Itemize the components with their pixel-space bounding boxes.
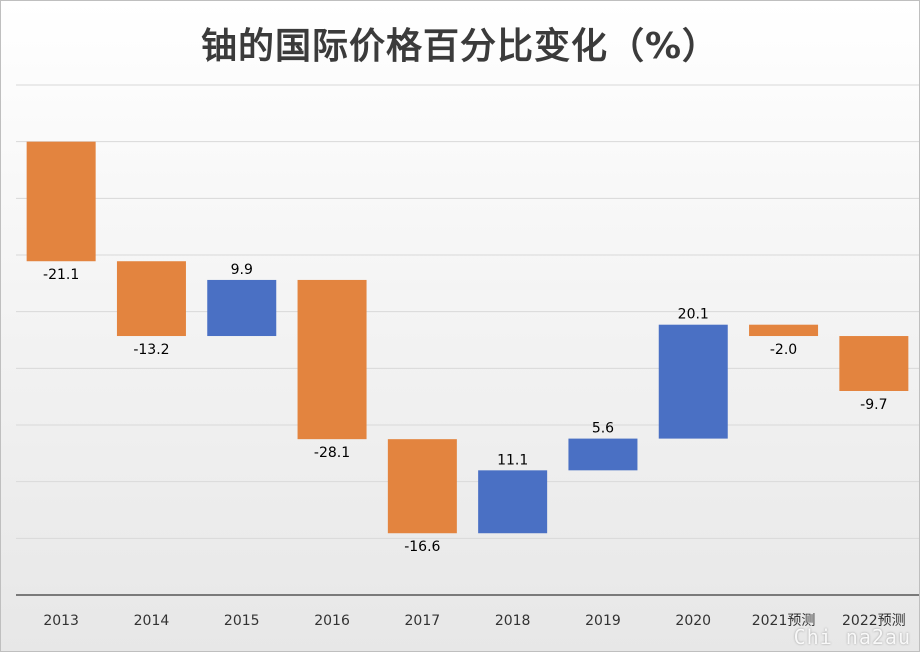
x-tick-label-2013: 2013 (43, 613, 79, 629)
waterfall-bar-2015 (207, 279, 277, 337)
data-label-2017: -16.6 (404, 539, 440, 555)
x-tick-label-2015: 2015 (224, 613, 260, 629)
data-label-2021预测: -2.0 (770, 342, 797, 358)
waterfall-bar-2022预测 (839, 336, 909, 391)
data-label-2022预测: -9.7 (860, 397, 887, 413)
x-tick-label-2021预测: 2021预测 (752, 613, 816, 629)
waterfall-bar-2013 (26, 141, 96, 262)
x-tick-label-2019: 2019 (585, 613, 621, 629)
data-label-2020: 20.1 (678, 307, 709, 323)
data-label-2019: 5.6 (592, 421, 614, 437)
x-tick-label-2016: 2016 (314, 613, 350, 629)
data-label-2014: -13.2 (133, 342, 169, 358)
waterfall-bar-2014 (116, 261, 186, 337)
waterfall-bar-2017 (387, 439, 457, 534)
x-tick-label-2022预测: 2022预测 (842, 613, 906, 629)
x-tick-label-2014: 2014 (134, 613, 170, 629)
waterfall-bar-2020 (658, 324, 728, 439)
waterfall-bar-2021预测 (749, 324, 819, 337)
waterfall-bar-2019 (568, 438, 638, 471)
x-tick-label-2018: 2018 (495, 613, 531, 629)
chart-title: 铀的国际价格百分比变化（%） (200, 26, 720, 67)
waterfall-bar-2016 (297, 279, 367, 440)
data-label-2015: 9.9 (231, 262, 253, 278)
x-tick-label-2017: 2017 (405, 613, 441, 629)
data-label-2016: -28.1 (314, 445, 350, 461)
waterfall-bar-2018 (478, 470, 548, 534)
x-tick-label-2020: 2020 (675, 613, 711, 629)
data-label-2013: -21.1 (43, 267, 79, 283)
data-label-2018: 11.1 (497, 452, 528, 468)
watermark-text: Chi na2au (793, 625, 911, 649)
